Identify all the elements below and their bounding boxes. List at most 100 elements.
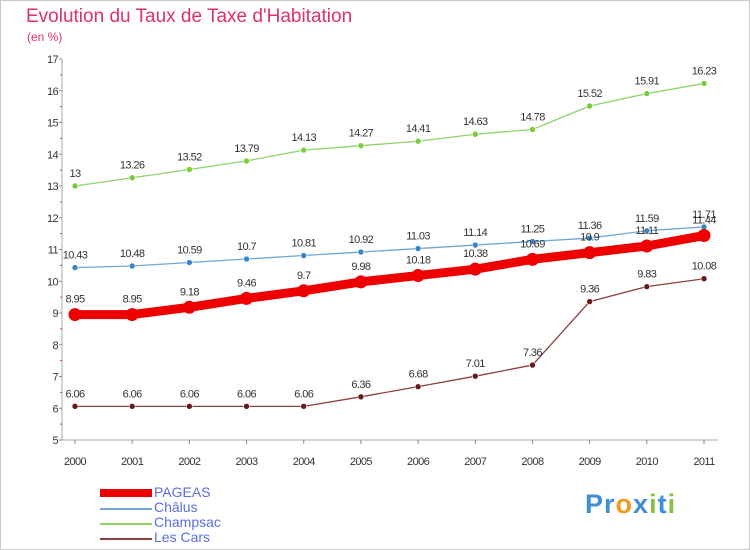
x-tick-label: 2009 [579,456,602,468]
chart-subtitle: (en %) [27,30,63,44]
data-label: 9.18 [180,286,199,298]
data-point [414,245,422,252]
y-tick-label: 7 [52,372,58,384]
data-point [71,182,79,190]
x-tick-label: 2001 [121,456,144,468]
series-champsac [71,80,708,190]
data-label: 15.91 [635,76,660,88]
legend-item-champsac: Champsac [100,514,300,531]
data-point [586,298,593,305]
data-label: 9.46 [237,277,256,289]
data-point [357,393,365,401]
data-label: 13 [69,168,81,180]
data-point [300,252,308,259]
data-point [68,308,82,322]
data-label: 10.18 [406,255,431,267]
data-label: 10.92 [349,234,374,246]
data-point [586,234,593,242]
data-point [354,275,368,289]
series-pageas [68,229,711,322]
data-point [300,403,308,410]
chart-axes: 5 6 7 8 9 10 11 12 13 14 15 16 17 2000 2001 2002 2003 200… [47,54,718,468]
data-label: 9.36 [580,284,599,296]
data-label: 14.78 [520,111,545,123]
legend-swatch-chalus [100,508,152,510]
x-tick-label: 2008 [521,456,544,468]
data-point [643,90,651,97]
data-point [468,262,482,276]
chart-title: Evolution du Taux de Taxe d'Habitation [26,6,353,27]
data-point [643,227,651,235]
y-tick-label: 9 [52,308,58,320]
y-tick-label: 6 [52,403,58,415]
legend-item-les-cars: Les Cars [100,529,300,546]
data-point [411,269,425,283]
legend-item-pageas: PAGEAS [100,484,300,501]
logo-letter: x [633,489,650,519]
data-label: 6.06 [123,388,142,400]
y-tick-label: 8 [52,340,58,352]
y-tick-label: 11 [48,245,59,257]
y-tick-label: 5 [52,435,58,447]
data-point [529,126,536,133]
data-label: 11.03 [406,231,430,243]
y-tick-label: 14 [47,149,59,161]
data-label: 14.41 [406,123,431,135]
data-label: 11.59 [635,213,659,225]
data-label: 8.95 [65,294,84,306]
legend-label-chalus: Châlus [154,499,198,515]
data-point [71,403,79,410]
legend-label-champsac: Champsac [154,514,221,530]
data-label: 10.81 [291,238,316,250]
data-point [357,248,365,256]
data-label: 11.36 [578,220,602,232]
x-tick-label: 2000 [64,456,87,468]
data-label: 10.69 [520,238,545,250]
series-line-les-cars [74,278,705,407]
data-label: 11.11 [635,225,658,237]
data-label: 10.48 [120,248,145,260]
legend-label-les-cars: Les Cars [154,529,211,545]
x-tick-label: 2006 [407,456,430,468]
data-label: 10.43 [63,250,88,262]
data-point [297,284,311,298]
data-point [471,372,479,380]
series-ch-lus [71,223,708,271]
data-label: 11.25 [521,224,545,236]
data-label: 14.27 [349,128,374,140]
data-label: 10.08 [692,261,717,273]
series-line-ch-lus [74,226,705,269]
data-label: 6.06 [180,388,199,400]
data-point [71,264,79,271]
data-point [240,291,254,305]
data-label: 14.63 [463,116,488,128]
data-point [529,361,536,369]
data-point [700,80,708,87]
x-tick-label: 2002 [178,456,201,468]
data-label: 9.7 [297,270,311,282]
data-point [414,383,422,390]
y-tick-label: 10 [47,276,59,288]
x-tick-label: 2003 [236,456,259,468]
logo-letter: i [667,489,677,519]
y-tick-label: 15 [47,118,59,130]
data-point [529,238,536,245]
data-point [583,246,597,260]
logo-letter: i [649,489,658,519]
data-point [128,403,136,410]
data-label: 8.95 [123,294,142,306]
data-label: 6.06 [237,388,256,400]
data-point [186,166,193,173]
series-les-cars [71,275,708,410]
data-label: 11.14 [463,227,487,239]
data-label: 6.68 [409,369,428,381]
data-label: 7.36 [523,347,542,359]
data-point [700,275,708,283]
chart-series [68,80,711,410]
x-tick-label: 2007 [464,456,487,468]
x-tick-label: 2005 [350,456,373,468]
data-point [182,300,196,314]
data-label: 6.06 [65,388,84,400]
x-tick-label: 2011 [693,456,715,468]
